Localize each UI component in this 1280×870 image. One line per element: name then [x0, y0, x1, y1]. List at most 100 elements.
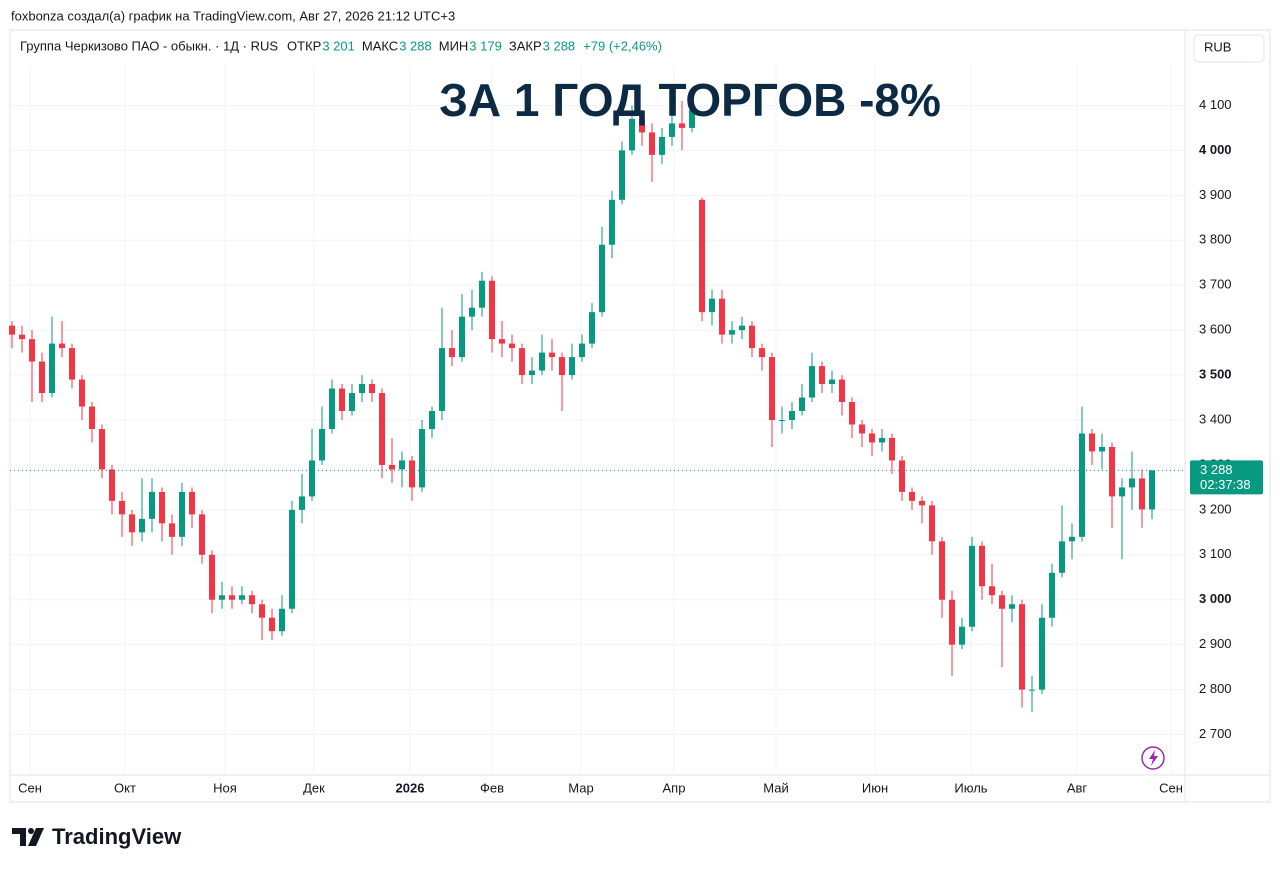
candle-body: [199, 514, 205, 555]
candle-body: [179, 491, 185, 537]
candle-body: [549, 352, 555, 358]
candle-body: [899, 460, 905, 492]
candle-body: [499, 339, 505, 344]
candle-body: [769, 357, 775, 420]
y-tick-label: 3 100: [1199, 546, 1232, 561]
candle-body: [99, 428, 105, 470]
candle-body: [969, 545, 975, 627]
candle-body: [609, 199, 615, 245]
candle-body: [889, 437, 895, 461]
candle-body: [649, 132, 655, 155]
candle-body: [559, 357, 565, 376]
candle-body: [789, 411, 795, 420]
candle-body: [519, 348, 525, 376]
candle-body: [1089, 433, 1095, 452]
currency[interactable]: RUB: [1204, 39, 1231, 54]
candle-body: [149, 491, 155, 519]
x-tick-label: Ноя: [213, 780, 237, 795]
candle-body: [1079, 433, 1085, 537]
candle-body: [49, 343, 55, 394]
header-open: 3 201: [322, 38, 355, 53]
logo-icon-slash: [28, 828, 44, 846]
candle-body: [579, 343, 585, 358]
candle-body: [399, 460, 405, 470]
countdown: 02:37:38: [1200, 477, 1251, 492]
header-high-label: МАКС: [362, 38, 398, 53]
candle-body: [1129, 478, 1135, 488]
candle-body: [369, 384, 375, 394]
candle-body: [779, 420, 785, 421]
candle-body: [239, 595, 245, 600]
header-open-label: ОТКР: [287, 38, 321, 53]
candle-body: [59, 343, 65, 349]
candles: [9, 100, 1155, 713]
candle-body: [999, 595, 1005, 609]
legend-header: Группа Черкизово ПАО - обыкн. · 1Д · RUS…: [20, 38, 662, 53]
lightning-icon: [1149, 750, 1158, 766]
candle-body: [689, 109, 695, 128]
candle-body: [69, 348, 75, 380]
logo-icon-dot: [28, 828, 34, 834]
candle-body: [1139, 478, 1145, 510]
candle-body: [279, 608, 285, 632]
candle-body: [1009, 604, 1015, 609]
candle-body: [219, 595, 225, 600]
x-tick-label: Фев: [480, 780, 504, 795]
candle-body: [629, 118, 635, 151]
header-change: +79 (+2,46%): [583, 38, 662, 53]
logo-text: TradingView: [52, 824, 182, 849]
candle-body: [39, 361, 45, 394]
candle-body: [319, 428, 325, 461]
candle-body: [739, 325, 745, 331]
candle-body: [849, 402, 855, 425]
candle-body: [719, 298, 725, 335]
candle-body: [879, 437, 885, 443]
x-tick-label: Июль: [954, 780, 987, 795]
candle-body: [639, 118, 645, 133]
candle-body: [939, 541, 945, 600]
candle-body: [1149, 470, 1155, 510]
candle-body: [419, 428, 425, 488]
candle-body: [809, 366, 815, 398]
y-tick-label: 3 600: [1199, 322, 1232, 337]
header-low-label: МИН: [439, 38, 469, 53]
candle-body: [819, 366, 825, 385]
candle-body: [509, 343, 515, 349]
candle-body: [269, 617, 275, 632]
y-tick-label: 3 800: [1199, 232, 1232, 247]
candle-body: [189, 491, 195, 515]
y-tick-label: 3 700: [1199, 277, 1232, 292]
candle-body: [1069, 536, 1075, 542]
currency-button[interactable]: [1193, 34, 1265, 63]
attribution: foxbonza создал(а) график на TradingView…: [11, 8, 455, 23]
candle-body: [479, 280, 485, 308]
candle-body: [589, 312, 595, 344]
header-high: 3 288: [399, 38, 432, 53]
candle-body: [139, 518, 145, 533]
candle-body: [699, 199, 705, 313]
candle-body: [569, 357, 575, 376]
candle-body: [339, 388, 345, 412]
candle-body: [349, 393, 355, 412]
candle-body: [1049, 572, 1055, 618]
x-tick-label: Май: [763, 780, 788, 795]
header-low: 3 179: [469, 38, 502, 53]
candle-body: [109, 469, 115, 501]
candle-body: [1059, 541, 1065, 573]
candle-body: [959, 626, 965, 645]
candle-body: [749, 325, 755, 349]
header-close: 3 288: [543, 38, 576, 53]
candle-body: [1099, 446, 1105, 452]
x-tick-label: Авг: [1067, 780, 1088, 795]
candle-body: [759, 348, 765, 358]
y-tick-label: 2 800: [1199, 681, 1232, 696]
candle-body: [119, 500, 125, 515]
candle-body: [979, 545, 985, 587]
candle-body: [489, 280, 495, 340]
x-tick-label: Дек: [303, 780, 325, 795]
candle-body: [919, 500, 925, 506]
y-tick-label: 4 100: [1199, 97, 1232, 112]
candle-body: [329, 388, 335, 429]
candle-body: [159, 491, 165, 524]
